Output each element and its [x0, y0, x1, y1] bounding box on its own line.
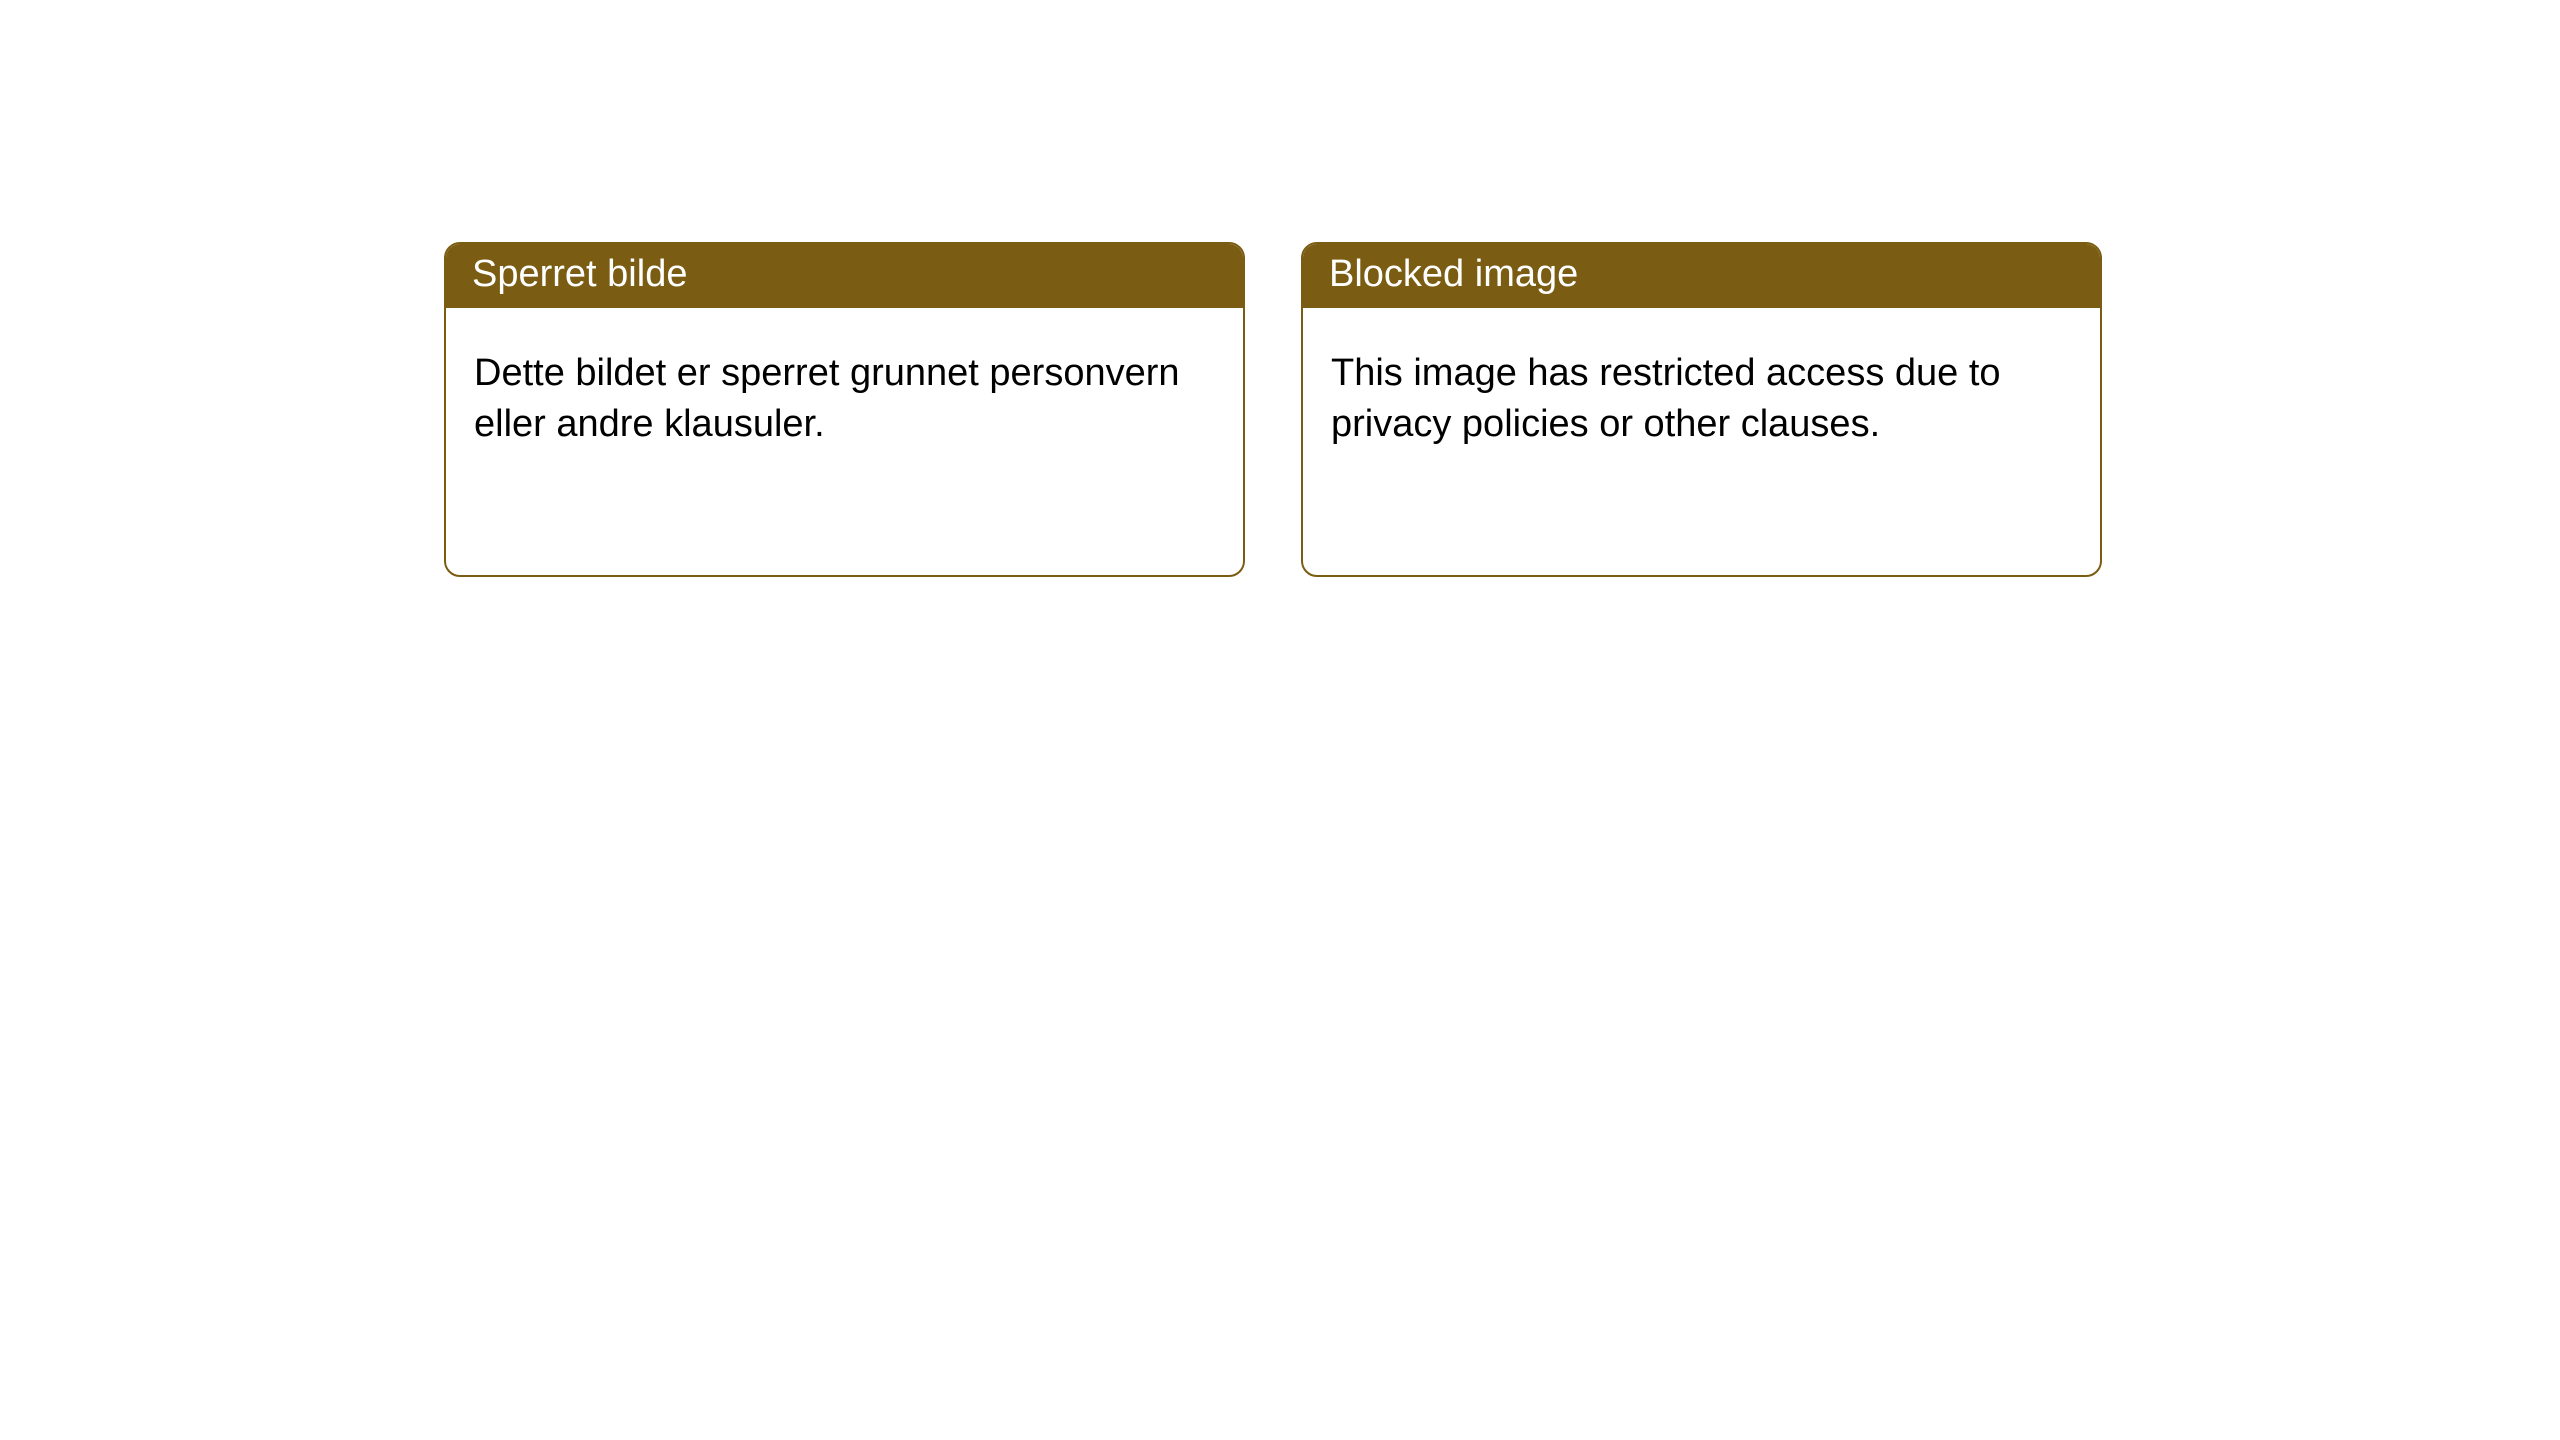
notice-title: Blocked image	[1329, 253, 1578, 295]
notice-header: Blocked image	[1303, 244, 2100, 308]
notice-body-text: Dette bildet er sperret grunnet personve…	[474, 352, 1180, 445]
notice-card-english: Blocked image This image has restricted …	[1301, 242, 2102, 577]
notice-card-norwegian: Sperret bilde Dette bildet er sperret gr…	[444, 242, 1245, 577]
notice-container: Sperret bilde Dette bildet er sperret gr…	[0, 0, 2560, 577]
notice-body-text: This image has restricted access due to …	[1331, 352, 2001, 445]
notice-title: Sperret bilde	[472, 253, 687, 295]
notice-body: Dette bildet er sperret grunnet personve…	[446, 308, 1243, 491]
notice-body: This image has restricted access due to …	[1303, 308, 2100, 491]
notice-header: Sperret bilde	[446, 244, 1243, 308]
